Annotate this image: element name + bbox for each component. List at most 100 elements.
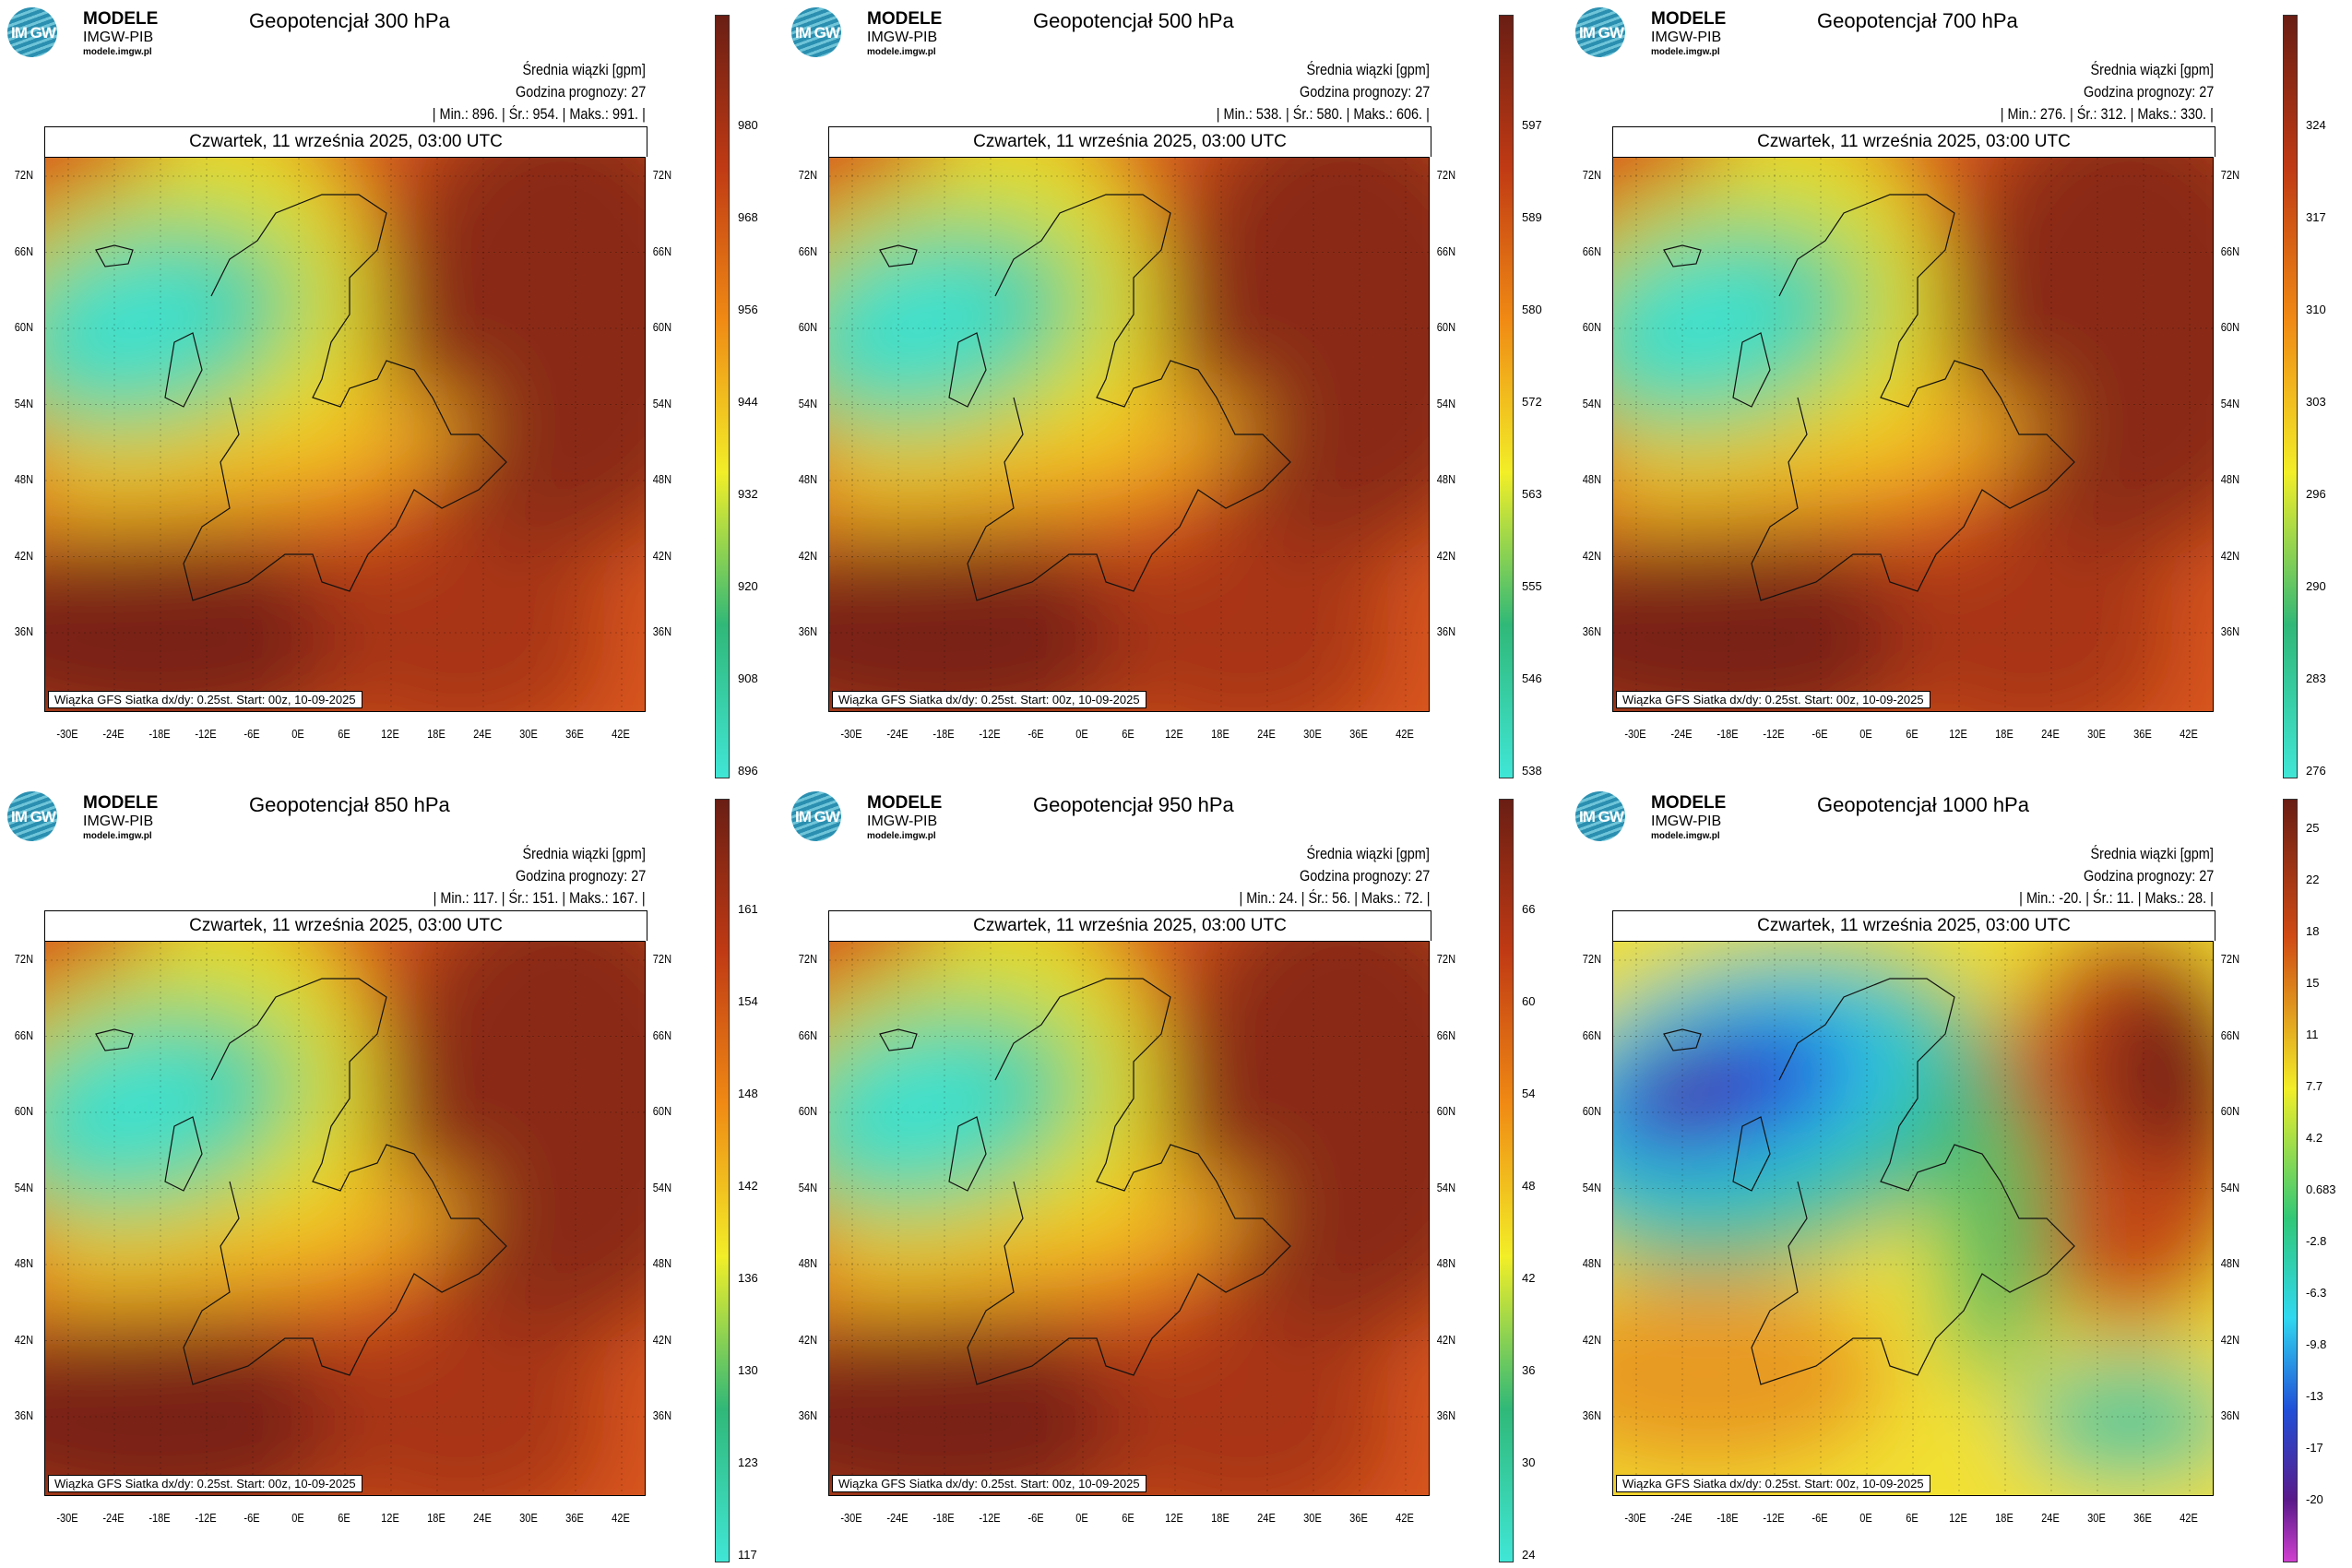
logo-line2: IMGW-PIB (1651, 814, 1722, 829)
logo-mark: IM GW (1579, 808, 1624, 826)
stats-line: | Min.: -20. | Śr.: 11. | Maks.: 28. | (2019, 889, 2214, 907)
lon-label: -30E (1624, 727, 1646, 741)
map-area: Wiązka GFS Siatka dx/dy: 0.25st. Start: … (1612, 941, 2214, 1496)
colorbar (2283, 15, 2298, 778)
logo-mark: IM GW (1579, 24, 1624, 42)
logo-line3: modele.imgw.pl (83, 47, 152, 57)
lon-label: -12E (979, 1511, 1001, 1525)
lon-label: -6E (1028, 1511, 1044, 1525)
lat-label-right: 48N (1436, 472, 1456, 486)
lat-label-right: 36N (1436, 624, 1456, 638)
lon-label: -30E (56, 727, 78, 741)
unit-label: Średnia wiązki [gpm] (2090, 845, 2214, 862)
lon-label: 12E (381, 1511, 399, 1525)
unit-label: Średnia wiązki [gpm] (522, 845, 646, 862)
colorbar-label: 130 (738, 1363, 758, 1377)
lon-label: -24E (102, 1511, 125, 1525)
lat-label-left: 54N (14, 396, 34, 410)
model-footer: Wiązka GFS Siatka dx/dy: 0.25st. Start: … (832, 1475, 1146, 1492)
lat-label-left: 72N (14, 168, 34, 182)
lon-label: 18E (1211, 1511, 1229, 1525)
lat-label-left: 42N (798, 548, 818, 563)
lat-label-right: 60N (2220, 1104, 2240, 1118)
logo-line1: MODELE (83, 9, 159, 29)
lat-label-right: 36N (2220, 1408, 2240, 1422)
lon-label: -12E (1763, 727, 1785, 741)
iceland-outline (1663, 244, 1702, 267)
lon-label: 0E (1075, 727, 1088, 741)
lon-label: 24E (1257, 1511, 1276, 1525)
colorbar-label: 161 (738, 902, 758, 916)
lon-label: 24E (473, 1511, 492, 1525)
lat-label-left: 60N (1582, 1104, 1602, 1118)
map-field (1613, 942, 2213, 1495)
lon-label: 36E (2133, 1511, 2152, 1525)
unit-label: Średnia wiązki [gpm] (2090, 61, 2214, 78)
colorbar-label: 572 (1522, 395, 1542, 409)
lon-label: 18E (1995, 1511, 2013, 1525)
lat-label-right: 42N (652, 548, 672, 563)
lat-label-right: 66N (652, 1028, 672, 1042)
lat-label-right: 66N (2220, 1028, 2240, 1042)
lat-label-left: 66N (1582, 244, 1602, 258)
colorbar-label: 30 (1522, 1455, 1536, 1469)
map-area: Wiązka GFS Siatka dx/dy: 0.25st. Start: … (44, 157, 646, 712)
lat-label-right: 36N (1436, 1408, 1456, 1422)
colorbar-label: 303 (2306, 395, 2326, 409)
lat-label-left: 48N (798, 472, 818, 486)
date-bar: Czwartek, 11 września 2025, 03:00 UTC (44, 910, 647, 941)
lat-label-right: 60N (2220, 320, 2240, 334)
colorbar (1499, 15, 1514, 778)
lat-label-left: 54N (1582, 396, 1602, 410)
lon-label: 24E (473, 727, 492, 741)
lon-label: 42E (612, 727, 630, 741)
lat-label-left: 66N (1582, 1028, 1602, 1042)
lon-label: -30E (1624, 1511, 1646, 1525)
lat-label-right: 72N (1436, 952, 1456, 966)
imgw-logo-icon: IM GW (791, 791, 841, 841)
colorbar-label: 11 (2306, 1028, 2319, 1041)
lon-label: 30E (519, 727, 538, 741)
lat-label-left: 60N (1582, 320, 1602, 334)
logo-line3: modele.imgw.pl (83, 831, 152, 841)
coastline (1732, 194, 2075, 601)
lat-label-right: 48N (1436, 1256, 1456, 1270)
colorbar-label: 283 (2306, 671, 2326, 685)
lon-label: 0E (291, 727, 304, 741)
iceland-outline (95, 1028, 134, 1051)
colorbar-label: 580 (1522, 303, 1542, 316)
logo-line1: MODELE (1651, 793, 1727, 813)
lon-label: -30E (840, 1511, 862, 1525)
lat-label-left: 36N (14, 624, 34, 638)
lat-label-right: 66N (2220, 244, 2240, 258)
map-area: Wiązka GFS Siatka dx/dy: 0.25st. Start: … (44, 941, 646, 1496)
model-footer: Wiązka GFS Siatka dx/dy: 0.25st. Start: … (1616, 1475, 1930, 1492)
lon-label: 6E (338, 727, 350, 741)
lat-label-right: 42N (652, 1332, 672, 1347)
date-bar: Czwartek, 11 września 2025, 03:00 UTC (1612, 910, 2215, 941)
map-area: Wiązka GFS Siatka dx/dy: 0.25st. Start: … (828, 157, 1430, 712)
colorbar-label: 324 (2306, 118, 2326, 132)
lat-label-right: 60N (652, 1104, 672, 1118)
logo-line3: modele.imgw.pl (867, 47, 936, 57)
panel-title: Geopotencjał 300 hPa (249, 9, 450, 32)
lat-label-right: 66N (652, 244, 672, 258)
logo-mark: IM GW (795, 808, 840, 826)
lon-label: -18E (148, 727, 171, 741)
iceland-outline (879, 1028, 918, 1051)
lat-label-right: 54N (652, 1180, 672, 1194)
coastline (1732, 978, 2075, 1385)
lat-label-left: 54N (798, 1180, 818, 1194)
colorbar-label: 24 (1522, 1548, 1536, 1562)
colorbar-label: 555 (1522, 579, 1542, 593)
colorbar-label: 25 (2306, 821, 2320, 835)
logo-line1: MODELE (1651, 9, 1727, 29)
logo-line3: modele.imgw.pl (867, 831, 936, 841)
lat-label-right: 36N (652, 1408, 672, 1422)
lon-label: 12E (381, 727, 399, 741)
lon-label: 42E (2180, 1511, 2198, 1525)
colorbar-label: 15 (2306, 976, 2320, 990)
colorbar-label: 980 (738, 118, 758, 132)
logo-line1: MODELE (867, 9, 943, 29)
unit-label: Średnia wiązki [gpm] (522, 61, 646, 78)
